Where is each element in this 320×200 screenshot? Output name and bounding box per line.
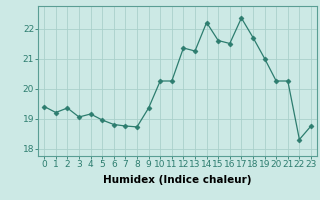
X-axis label: Humidex (Indice chaleur): Humidex (Indice chaleur) <box>103 175 252 185</box>
